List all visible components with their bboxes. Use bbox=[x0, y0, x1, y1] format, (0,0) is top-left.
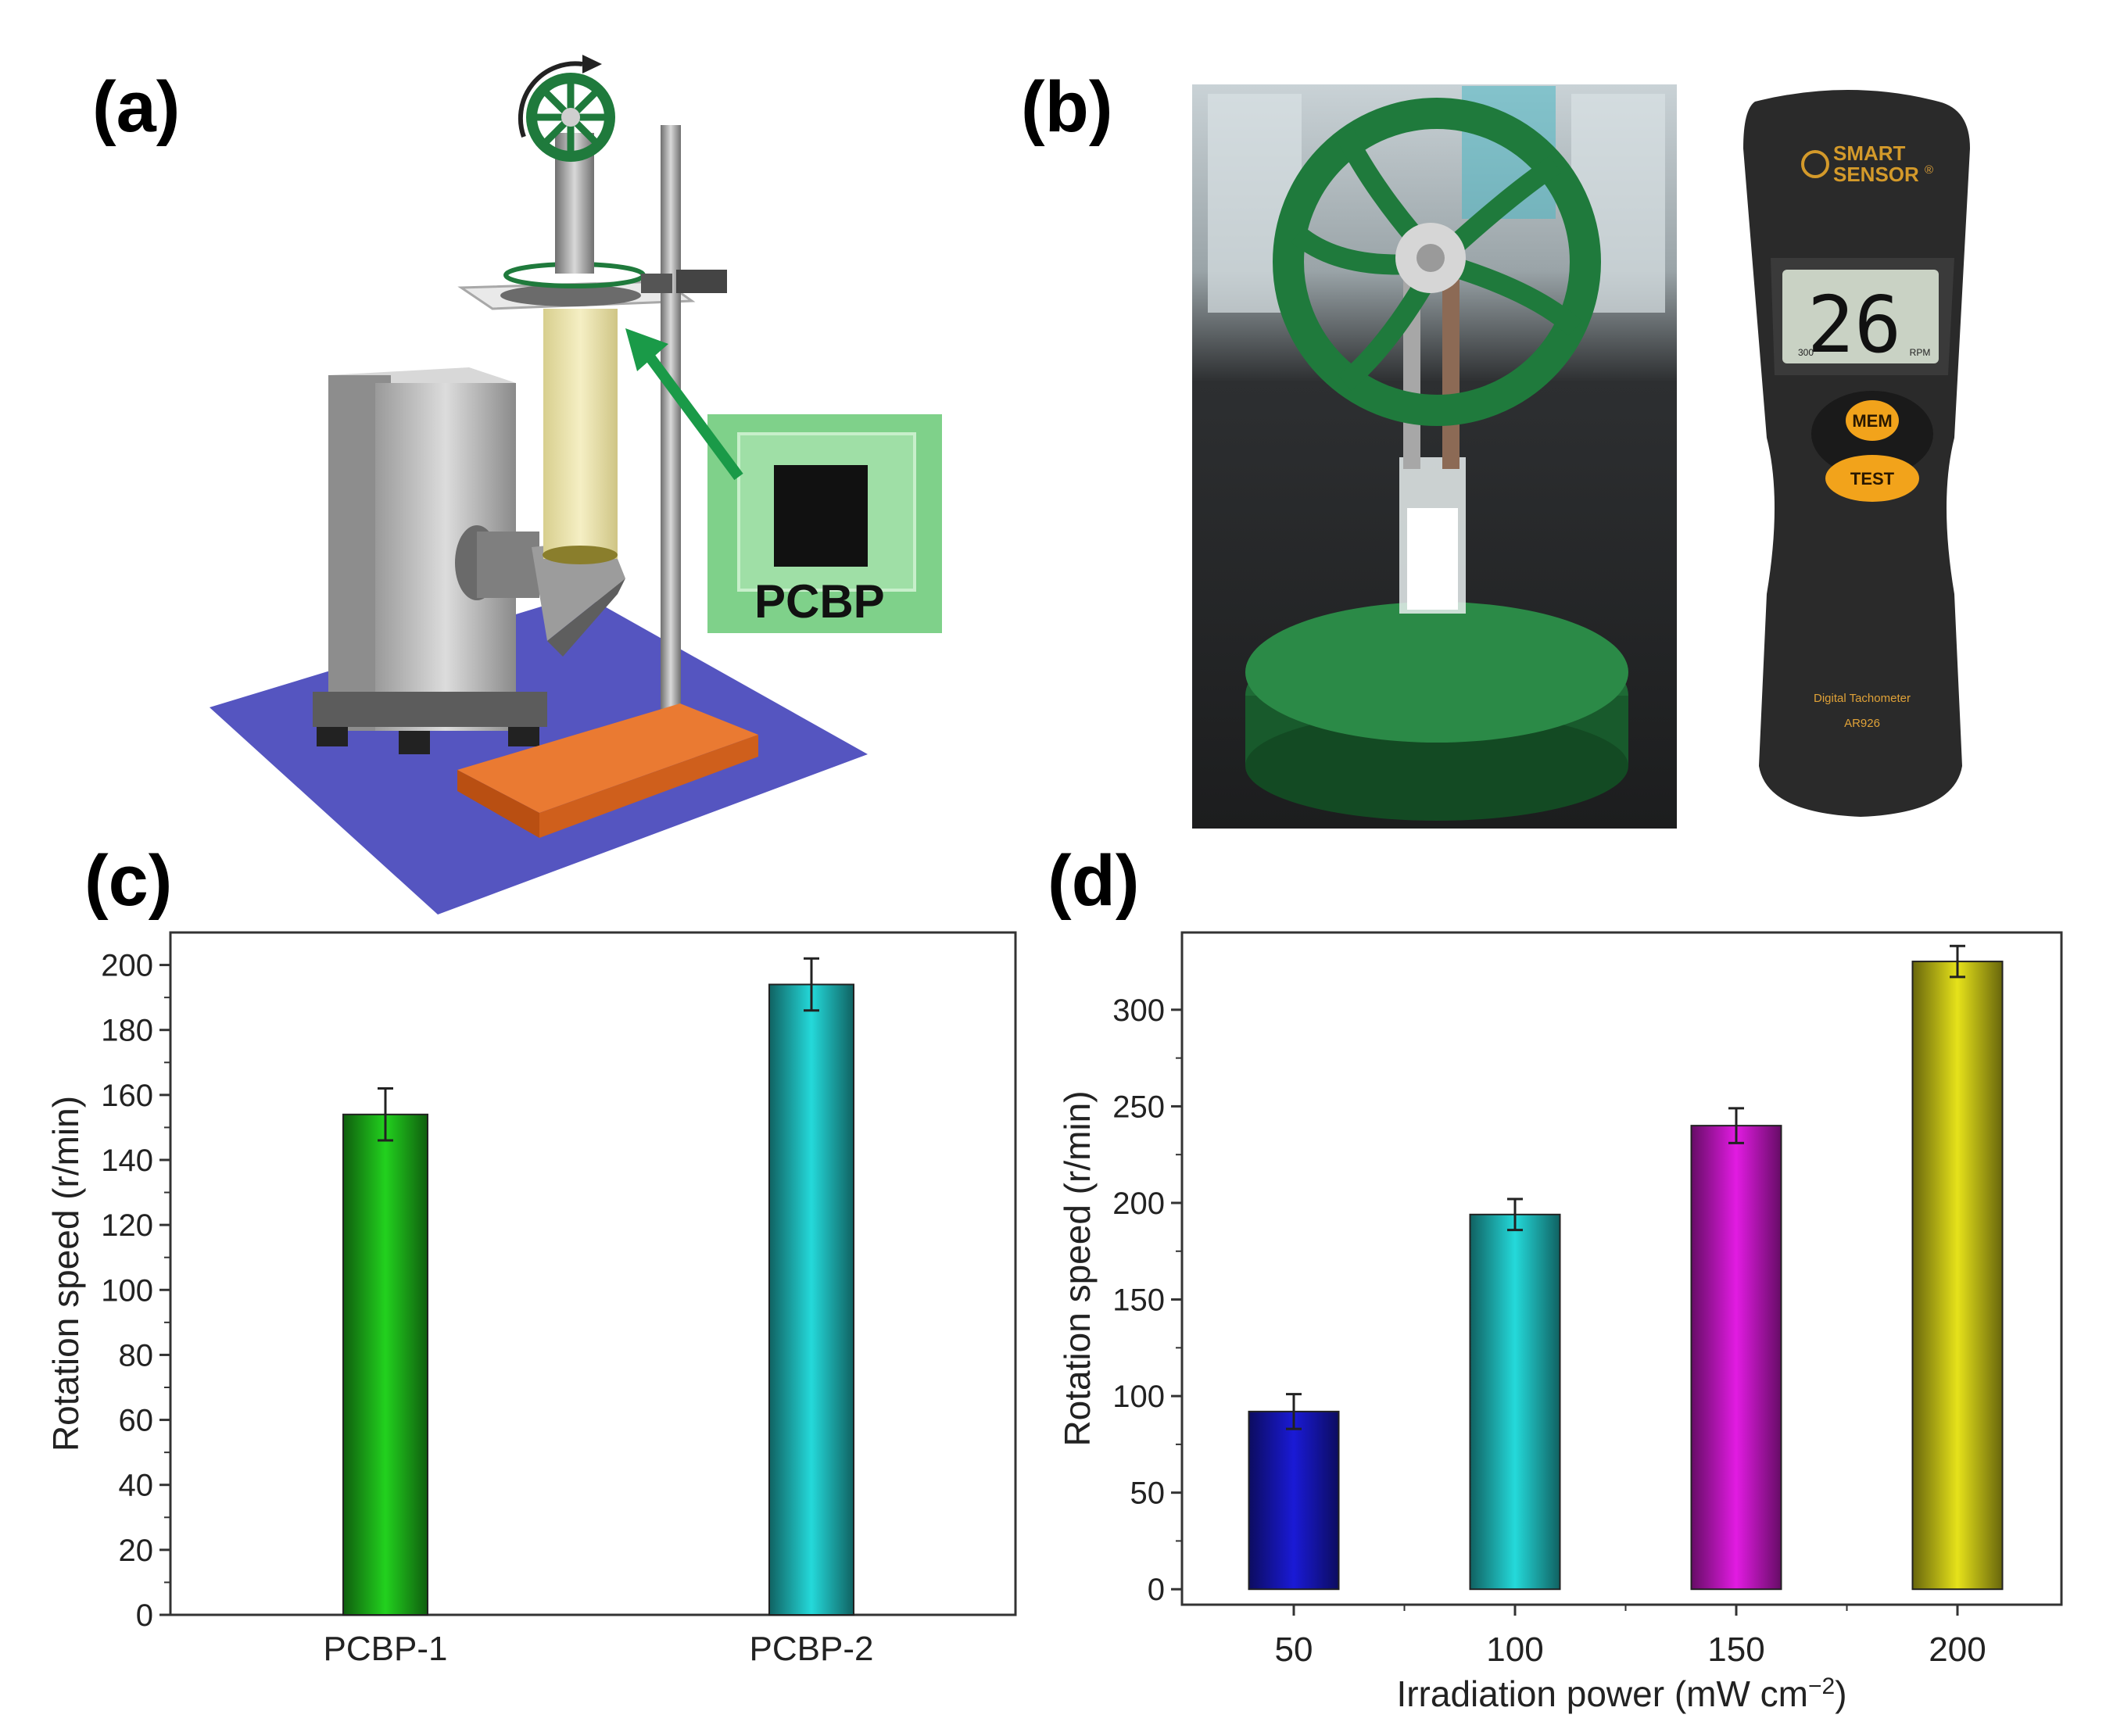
tachometer-aux: 300 bbox=[1798, 347, 1814, 358]
x-axis-label-close: ) bbox=[1835, 1673, 1846, 1714]
panel-a: (a) bbox=[92, 55, 942, 915]
y-tick-label: 200 bbox=[101, 949, 153, 983]
brand-mark: ® bbox=[1925, 163, 1933, 177]
y-tick-label: 50 bbox=[1130, 1476, 1166, 1511]
panel-b: (b) bbox=[1021, 67, 1970, 829]
y-tick-label: 100 bbox=[101, 1273, 153, 1308]
tachometer-reading: 26 bbox=[1807, 279, 1901, 370]
x-axis-label: Irradiation power (mW cm−2) bbox=[1396, 1673, 1846, 1715]
brand-line1: SMART bbox=[1833, 141, 1906, 165]
tachometer-unit: RPM bbox=[1910, 347, 1931, 358]
pointer-arrow-icon bbox=[625, 328, 743, 481]
y-tick-label: 60 bbox=[119, 1404, 154, 1438]
y-tick-label: 100 bbox=[1112, 1380, 1165, 1414]
chart-c: 0 20 40 60 80 100 120 140 160 180 200 Rotation spee… bbox=[45, 931, 1017, 1668]
chart-d: 0 50 100 150 200 250 300 Rotation speed (r/min)… bbox=[1057, 931, 2063, 1715]
y-tick-label: 160 bbox=[101, 1079, 153, 1113]
y-tick-label: 0 bbox=[1148, 1573, 1165, 1607]
tachometer: 26 RPM 300 SMART SENSOR ® MEM TEST Digit… bbox=[1743, 90, 1970, 817]
y-axis-label: Rotation speed (r/min) bbox=[45, 1096, 86, 1451]
bar-150 bbox=[1690, 1125, 1782, 1591]
y-tick-label: 200 bbox=[1112, 1187, 1165, 1221]
x-axis-label-exponent: −2 bbox=[1808, 1673, 1835, 1699]
tachometer-display bbox=[1782, 270, 1939, 363]
y-tick-label: 300 bbox=[1112, 993, 1165, 1028]
x-tick-label: PCBP-2 bbox=[750, 1630, 874, 1668]
y-tick-label: 140 bbox=[101, 1144, 153, 1178]
brand-logo-icon bbox=[1801, 150, 1829, 178]
y-tick-label: 180 bbox=[101, 1014, 153, 1048]
stand-base bbox=[457, 703, 758, 838]
panel-b-label: (b) bbox=[1021, 67, 1112, 147]
y-tick-label: 120 bbox=[101, 1208, 153, 1243]
plot-frame bbox=[1180, 931, 2063, 1606]
y-tick-label: 80 bbox=[119, 1338, 154, 1373]
pcbp-inset: PCBP bbox=[707, 414, 942, 633]
y-tick-label: 0 bbox=[136, 1598, 153, 1633]
bar-PCBP-1 bbox=[342, 1113, 428, 1616]
test-button[interactable] bbox=[1825, 455, 1919, 502]
x-tick-label: PCBP-1 bbox=[324, 1630, 448, 1668]
light-tube bbox=[543, 309, 618, 559]
bar-50 bbox=[1248, 1410, 1340, 1591]
panel-c: (c) 0 20 40 60 80 100 120 140 160 180 200 Rotation … bbox=[45, 841, 1017, 1668]
lamp-nozzle bbox=[455, 525, 625, 657]
panel-a-label: (a) bbox=[92, 67, 180, 147]
y-axis-label: Rotation speed (r/min) bbox=[1057, 1090, 1098, 1446]
bar-PCBP-2 bbox=[768, 983, 854, 1616]
y-tick-label: 40 bbox=[119, 1469, 154, 1503]
x-tick-label: 100 bbox=[1486, 1630, 1543, 1669]
x-tick-label: 150 bbox=[1707, 1630, 1764, 1669]
product-model: AR926 bbox=[1844, 717, 1880, 730]
panel-d-label: (d) bbox=[1048, 841, 1139, 921]
product-name: Digital Tachometer bbox=[1814, 692, 1911, 705]
mem-button[interactable] bbox=[1846, 400, 1899, 441]
rotation-arrow-icon bbox=[518, 61, 583, 138]
mem-button-label: MEM bbox=[1852, 411, 1892, 431]
bar-100 bbox=[1469, 1213, 1561, 1591]
test-button-label: TEST bbox=[1850, 469, 1895, 489]
panel-c-label: (c) bbox=[84, 841, 172, 921]
x-tick-label: 200 bbox=[1929, 1630, 1986, 1669]
y-tick-label: 20 bbox=[119, 1534, 154, 1568]
pcbp-inset-label: PCBP bbox=[754, 575, 885, 628]
bar-200 bbox=[1911, 961, 2004, 1591]
stirling-engine-photo bbox=[1192, 84, 1677, 829]
brand-line2: SENSOR bbox=[1833, 163, 1919, 186]
flywheel-icon bbox=[526, 73, 615, 162]
y-tick-label: 250 bbox=[1112, 1090, 1165, 1124]
panel-d: (d) 0 50 100 150 200 250 300 Rotation speed (r/… bbox=[1048, 841, 2063, 1715]
stand-rod bbox=[661, 125, 681, 735]
x-tick-label: 50 bbox=[1275, 1630, 1313, 1669]
y-tick-label: 150 bbox=[1112, 1283, 1165, 1318]
plot-frame bbox=[169, 931, 1017, 1616]
